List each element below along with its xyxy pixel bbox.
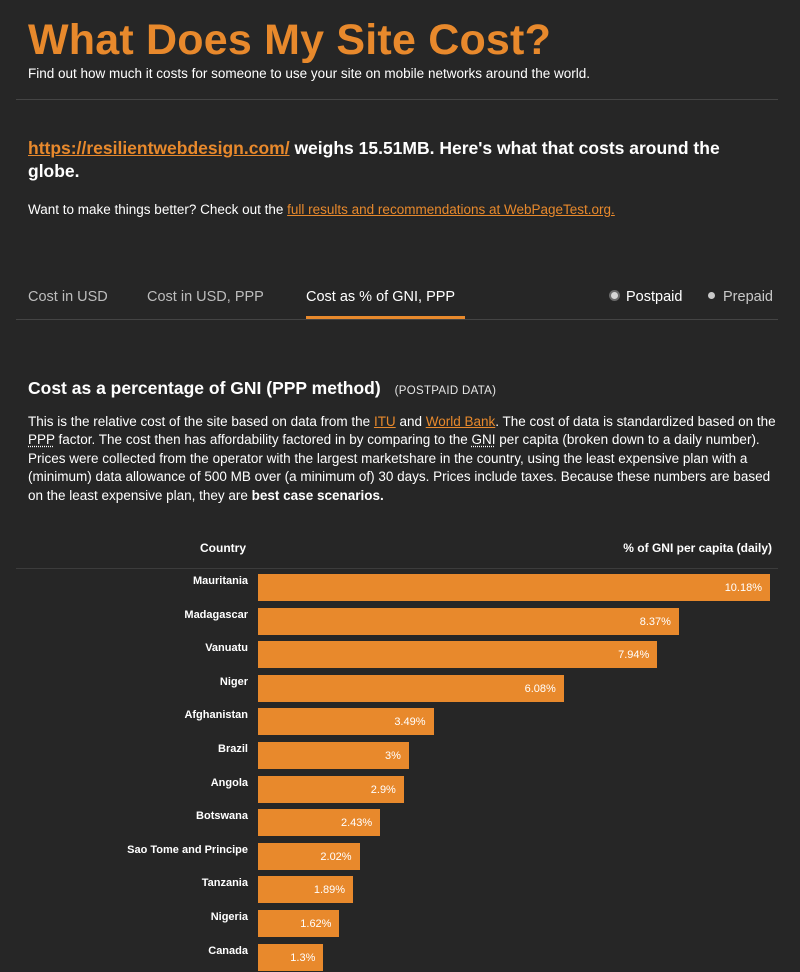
- cost-value-label: 2.9%: [370, 783, 396, 796]
- column-header-metric: % of GNI per capita (daily): [623, 541, 772, 555]
- cost-bar: 8.37%: [258, 607, 679, 635]
- cost-bar: 7.94%: [258, 641, 658, 669]
- postpaid-label: Postpaid: [626, 289, 683, 305]
- country-label: Angola: [210, 776, 248, 789]
- cost-value-label: 2.43%: [341, 817, 373, 830]
- country-label: Canada: [208, 944, 248, 957]
- table-header-rule: [16, 568, 778, 569]
- table-row: Canada 1.3%: [28, 939, 778, 972]
- view-tabs: Cost in USD Cost in USD, PPP Cost as % o…: [28, 289, 778, 321]
- cost-value-label: 6.08%: [524, 682, 556, 695]
- cost-value-label: 2.02%: [320, 850, 352, 863]
- tabs-divider: [16, 319, 778, 320]
- table-row: Botswana 2.43%: [28, 804, 778, 838]
- postpaid-radio[interactable]: Postpaid: [611, 289, 682, 305]
- summary-text: weighs 15.51MB. Here's what that costs a…: [28, 138, 720, 181]
- cost-bar: 3.49%: [258, 708, 434, 736]
- cost-value-label: 1.3%: [290, 951, 316, 964]
- country-label: Niger: [219, 675, 248, 688]
- table-row: Brazil 3%: [28, 737, 778, 771]
- cost-bar: 6.08%: [258, 674, 564, 702]
- table-row: Madagascar 8.37%: [28, 603, 778, 637]
- table-row: Afghanistan 3.49%: [28, 703, 778, 737]
- cost-value-label: 7.94%: [618, 649, 650, 662]
- result-summary: https://resilientwebdesign.com/ weighs 1…: [28, 137, 768, 183]
- country-label: Brazil: [218, 743, 248, 755]
- table-row: Tanzania 1.89%: [28, 871, 778, 905]
- column-header-country: Country: [200, 541, 246, 555]
- desc-text: factor. The cost then has affordability …: [54, 432, 472, 448]
- ppp-abbr: PPP: [28, 432, 55, 448]
- cost-bar: 10.18%: [258, 574, 770, 601]
- radio-unselected-icon: [708, 292, 715, 299]
- recommendations-cta: Want to make things better? Check out th…: [28, 202, 615, 217]
- site-title: What Does My Site Cost?: [28, 16, 552, 64]
- desc-text: . The cost of data is standardized based…: [495, 414, 776, 429]
- world-bank-link[interactable]: World Bank: [425, 414, 496, 429]
- country-label: Botswana: [196, 810, 248, 823]
- country-label: Tanzania: [201, 877, 248, 890]
- cost-bar: 2.43%: [258, 809, 381, 837]
- active-tab-indicator: [306, 316, 465, 320]
- tab-cost-usd-ppp[interactable]: Cost in USD, PPP: [147, 289, 264, 305]
- tested-url-link[interactable]: https://resilientwebdesign.com/: [28, 138, 290, 158]
- itu-link[interactable]: ITU: [373, 414, 396, 429]
- prepaid-label: Prepaid: [723, 289, 773, 305]
- cost-value-label: 1.89%: [313, 884, 346, 897]
- webpagetest-link[interactable]: full results and recommendations at WebP…: [287, 202, 615, 217]
- section-heading: Cost as a percentage of GNI (PPP method)…: [28, 378, 496, 399]
- section-title: Cost as a percentage of GNI (PPP method): [28, 378, 381, 398]
- data-type-tag: (POSTPAID DATA): [394, 385, 497, 397]
- header-divider: [16, 99, 778, 100]
- methodology-description: This is the relative cost of the site ba…: [28, 413, 778, 505]
- cost-bar: 2.02%: [258, 842, 360, 870]
- best-case-emphasis: best case scenarios.: [251, 487, 384, 503]
- site-tagline: Find out how much it costs for someone t…: [28, 66, 591, 81]
- table-row: Sao Tome and Principe 2.02%: [28, 838, 778, 872]
- cost-value-label: 3.49%: [394, 716, 426, 729]
- table-row: Nigeria 1.62%: [28, 905, 778, 939]
- country-label: Vanuatu: [205, 642, 248, 655]
- cost-value-label: 3%: [384, 750, 401, 762]
- cta-text: Want to make things better? Check out th…: [28, 202, 288, 217]
- cost-bar: 2.9%: [258, 775, 404, 803]
- country-label: Afghanistan: [184, 709, 248, 722]
- prepaid-radio[interactable]: Prepaid: [708, 289, 773, 305]
- country-label: Mauritania: [192, 575, 248, 587]
- table-row: Vanuatu 7.94%: [28, 636, 778, 670]
- country-label: Nigeria: [210, 911, 248, 923]
- cost-bar: 3%: [258, 742, 409, 769]
- radio-selected-icon: [611, 292, 618, 299]
- cost-bar: 1.62%: [258, 910, 340, 937]
- cost-bar: 1.89%: [258, 876, 354, 904]
- cost-value-label: 8.37%: [639, 615, 671, 628]
- country-label: Sao Tome and Principe: [127, 843, 248, 856]
- table-row: Mauritania 10.18%: [28, 569, 778, 603]
- cost-value-label: 1.62%: [300, 918, 332, 930]
- country-label: Madagascar: [184, 608, 248, 621]
- tab-cost-gni-ppp[interactable]: Cost as % of GNI, PPP: [306, 289, 456, 305]
- tab-cost-usd[interactable]: Cost in USD: [28, 289, 108, 305]
- table-row: Niger 6.08%: [28, 670, 778, 704]
- table-row: Angola 2.9%: [28, 771, 778, 805]
- desc-text: per capita (broken down to a daily numbe…: [28, 432, 771, 503]
- cost-value-label: 10.18%: [724, 582, 762, 594]
- table-header: Country % of GNI per capita (daily): [28, 541, 778, 561]
- cost-bar: 1.3%: [258, 943, 324, 971]
- gni-abbr: GNI: [471, 432, 496, 448]
- desc-text: and: [395, 414, 426, 429]
- desc-text: This is the relative cost of the site ba…: [28, 414, 374, 429]
